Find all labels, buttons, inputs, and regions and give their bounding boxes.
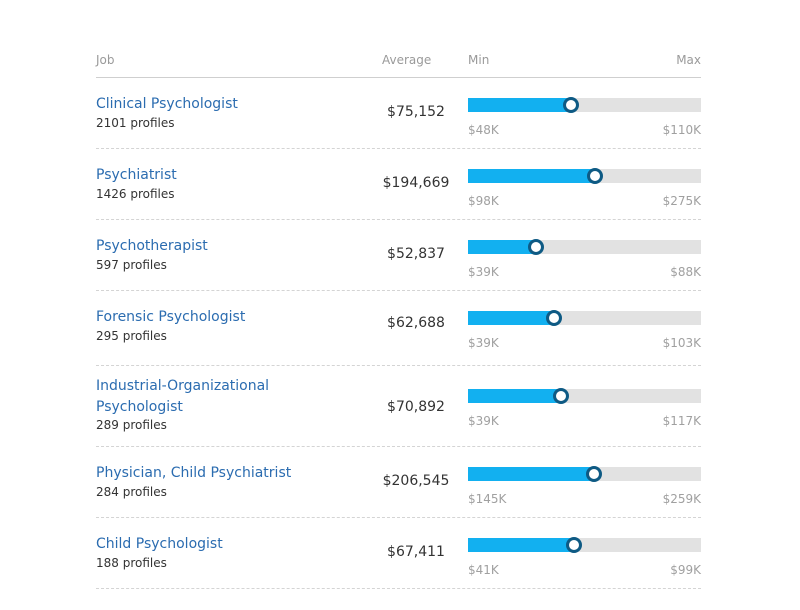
salary-range-fill bbox=[468, 311, 555, 325]
header-max: Max bbox=[676, 53, 701, 67]
table-body: Clinical Psychologist 2101 profiles $75,15… bbox=[96, 78, 701, 589]
min-salary: $145K bbox=[468, 492, 507, 506]
average-marker-icon bbox=[553, 388, 570, 404]
salary-range-fill bbox=[468, 538, 574, 552]
min-salary: $41K bbox=[468, 563, 499, 577]
job-title-link[interactable]: Physician, Child Psychiatrist bbox=[96, 465, 292, 481]
average-salary: $67,411 bbox=[387, 544, 445, 560]
header-min: Min bbox=[468, 53, 490, 67]
max-salary: $259K bbox=[662, 492, 701, 506]
table-row: Psychotherapist 597 profiles $52,837 $39K $8… bbox=[96, 220, 701, 291]
average-salary: $62,688 bbox=[387, 315, 445, 331]
salary-table: Job Average Min Max Clinical Psychologis… bbox=[96, 44, 701, 589]
profile-count: 295 profiles bbox=[96, 329, 167, 343]
table-header: Job Average Min Max bbox=[96, 44, 701, 78]
average-marker-icon bbox=[586, 168, 603, 184]
salary-range-bar bbox=[468, 239, 701, 255]
profile-count: 289 profiles bbox=[96, 418, 167, 432]
salary-range-fill bbox=[468, 389, 562, 403]
job-title-link[interactable]: Child Psychologist bbox=[96, 536, 223, 552]
salary-range-fill bbox=[468, 467, 594, 481]
average-salary: $194,669 bbox=[382, 175, 450, 191]
job-title-link[interactable]: Psychiatrist bbox=[96, 167, 177, 183]
salary-range-bar bbox=[468, 168, 701, 184]
salary-range-bar bbox=[468, 537, 701, 553]
min-salary: $39K bbox=[468, 265, 499, 279]
average-salary: $70,892 bbox=[387, 399, 445, 415]
salary-range-fill bbox=[468, 240, 536, 254]
salary-range-bar bbox=[468, 466, 701, 482]
average-salary: $206,545 bbox=[382, 473, 450, 489]
average-marker-icon bbox=[562, 97, 579, 113]
max-salary: $99K bbox=[670, 563, 701, 577]
average-marker-icon bbox=[546, 310, 563, 326]
average-salary: $75,152 bbox=[387, 104, 445, 120]
max-salary: $88K bbox=[670, 265, 701, 279]
table-row: Child Psychologist 188 profiles $67,411 $41… bbox=[96, 518, 701, 589]
min-salary: $48K bbox=[468, 123, 499, 137]
average-marker-icon bbox=[527, 239, 544, 255]
max-salary: $117K bbox=[662, 414, 701, 428]
salary-range-bar bbox=[468, 388, 701, 404]
job-title-link[interactable]: Forensic Psychologist bbox=[96, 309, 246, 325]
average-marker-icon bbox=[585, 466, 602, 482]
salary-range-bar bbox=[468, 310, 701, 326]
table-row: Industrial-Organizational Psychologist 28… bbox=[96, 366, 701, 447]
profile-count: 597 profiles bbox=[96, 258, 167, 272]
job-title-link[interactable]: Clinical Psychologist bbox=[96, 96, 238, 112]
average-marker-icon bbox=[566, 537, 582, 553]
table-row: Clinical Psychologist 2101 profiles $75,15… bbox=[96, 78, 701, 149]
profile-count: 188 profiles bbox=[96, 556, 167, 570]
job-title-link[interactable]: Industrial-Organizational Psychologist bbox=[96, 378, 270, 415]
profile-count: 2101 profiles bbox=[96, 116, 175, 130]
table-row: Forensic Psychologist 295 profiles $62,688… bbox=[96, 291, 701, 366]
min-salary: $39K bbox=[468, 414, 499, 428]
profile-count: 1426 profiles bbox=[96, 187, 175, 201]
table-row: Psychiatrist 1426 profiles $194,669 $98K $27… bbox=[96, 149, 701, 220]
header-average: Average bbox=[382, 53, 432, 67]
salary-range-fill bbox=[468, 169, 595, 183]
salary-range-fill bbox=[468, 98, 571, 112]
max-salary: $275K bbox=[662, 194, 701, 208]
header-job: Job bbox=[96, 53, 115, 67]
min-salary: $98K bbox=[468, 194, 499, 208]
max-salary: $103K bbox=[662, 336, 701, 350]
max-salary: $110K bbox=[662, 123, 701, 137]
profile-count: 284 profiles bbox=[96, 485, 167, 499]
salary-range-bar bbox=[468, 97, 701, 113]
table-row: Physician, Child Psychiatrist 284 profile… bbox=[96, 447, 701, 518]
average-salary: $52,837 bbox=[387, 246, 445, 262]
min-salary: $39K bbox=[468, 336, 499, 350]
job-title-link[interactable]: Psychotherapist bbox=[96, 238, 208, 254]
